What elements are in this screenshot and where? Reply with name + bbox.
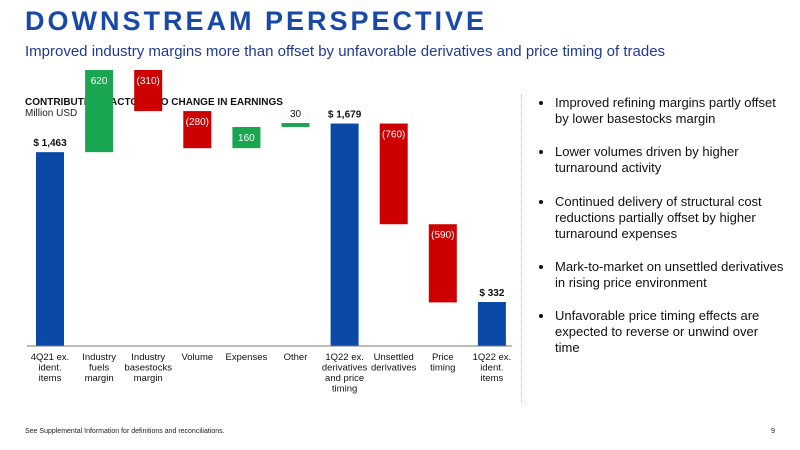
bar-total xyxy=(330,123,359,346)
commentary-item: Mark-to-market on unsettled derivatives … xyxy=(536,259,786,291)
section-divider xyxy=(521,95,522,403)
commentary-text: Mark-to-market on unsettled derivatives … xyxy=(555,259,784,290)
bar-decrease xyxy=(134,70,163,112)
category-label: Volume xyxy=(181,352,213,363)
bar-decrease xyxy=(428,224,457,303)
category-label: Price xyxy=(432,352,454,363)
chart-unit-label: Million USD xyxy=(25,108,78,119)
category-label: margin xyxy=(134,373,163,384)
bullet-icon xyxy=(539,314,543,318)
category-label: items xyxy=(481,373,504,384)
bar-total xyxy=(36,152,64,346)
category-label: margin xyxy=(85,373,114,384)
bullet-icon xyxy=(539,200,543,204)
commentary-item: Continued delivery of structural cost re… xyxy=(536,194,786,242)
commentary-item: Lower volumes driven by higher turnaroun… xyxy=(536,144,786,176)
commentary-text: Improved refining margins partly offset … xyxy=(555,95,776,126)
commentary-text: Unfavorable price timing effects are exp… xyxy=(555,308,760,355)
category-label: basestocks xyxy=(124,363,172,374)
category-label: derivatives xyxy=(322,363,368,374)
bullet-icon xyxy=(539,150,543,154)
data-label: $ 1,463 xyxy=(33,138,67,149)
bullet-icon xyxy=(539,265,543,269)
commentary-text: Lower volumes driven by higher turnaroun… xyxy=(555,144,739,175)
bar-increase xyxy=(281,123,310,127)
page-number: 9 xyxy=(771,428,775,435)
data-label: 160 xyxy=(238,133,255,144)
data-label: 30 xyxy=(290,109,302,120)
category-label: Other xyxy=(284,352,308,363)
bar-increase xyxy=(85,70,114,153)
category-label: 4Q21 ex. xyxy=(31,352,70,363)
category-label: 1Q22 ex. xyxy=(473,352,512,363)
category-label: ident. xyxy=(480,363,503,374)
data-label: (310) xyxy=(137,76,160,87)
category-label: timing xyxy=(332,384,357,395)
slide-subtitle: Improved industry margins more than offs… xyxy=(25,43,666,60)
data-label: (760) xyxy=(382,130,405,141)
category-label: 1Q22 ex. xyxy=(325,352,364,363)
category-label: items xyxy=(39,373,62,384)
category-label: ident. xyxy=(38,363,61,374)
footnote: See Supplemental Information for definit… xyxy=(25,428,225,435)
bar-decrease xyxy=(183,111,212,149)
data-label: 620 xyxy=(91,76,108,87)
category-label: derivatives xyxy=(371,363,417,374)
bar-total xyxy=(477,302,506,346)
category-label: and price xyxy=(325,373,364,384)
data-label: $ 1,679 xyxy=(328,110,362,121)
category-label: Industry xyxy=(82,352,116,363)
bar-decrease xyxy=(379,123,408,225)
category-label: fuels xyxy=(89,363,109,374)
category-label: timing xyxy=(430,363,455,374)
slide-title: DOWNSTREAM PERSPECTIVE xyxy=(25,6,488,36)
data-label: (590) xyxy=(431,230,454,241)
bar-increase xyxy=(232,126,261,149)
commentary-text: Continued delivery of structural cost re… xyxy=(555,194,762,241)
commentary-item: Unfavorable price timing effects are exp… xyxy=(536,308,786,356)
data-label: (280) xyxy=(186,117,209,128)
bullet-icon xyxy=(539,101,543,105)
category-label: Unsettled xyxy=(374,352,414,363)
data-label: $ 332 xyxy=(479,288,504,299)
category-label: Expenses xyxy=(226,352,268,363)
commentary-item: Improved refining margins partly offset … xyxy=(536,95,786,127)
commentary-list: Improved refining margins partly offset … xyxy=(536,95,786,373)
category-label: Industry xyxy=(131,352,165,363)
